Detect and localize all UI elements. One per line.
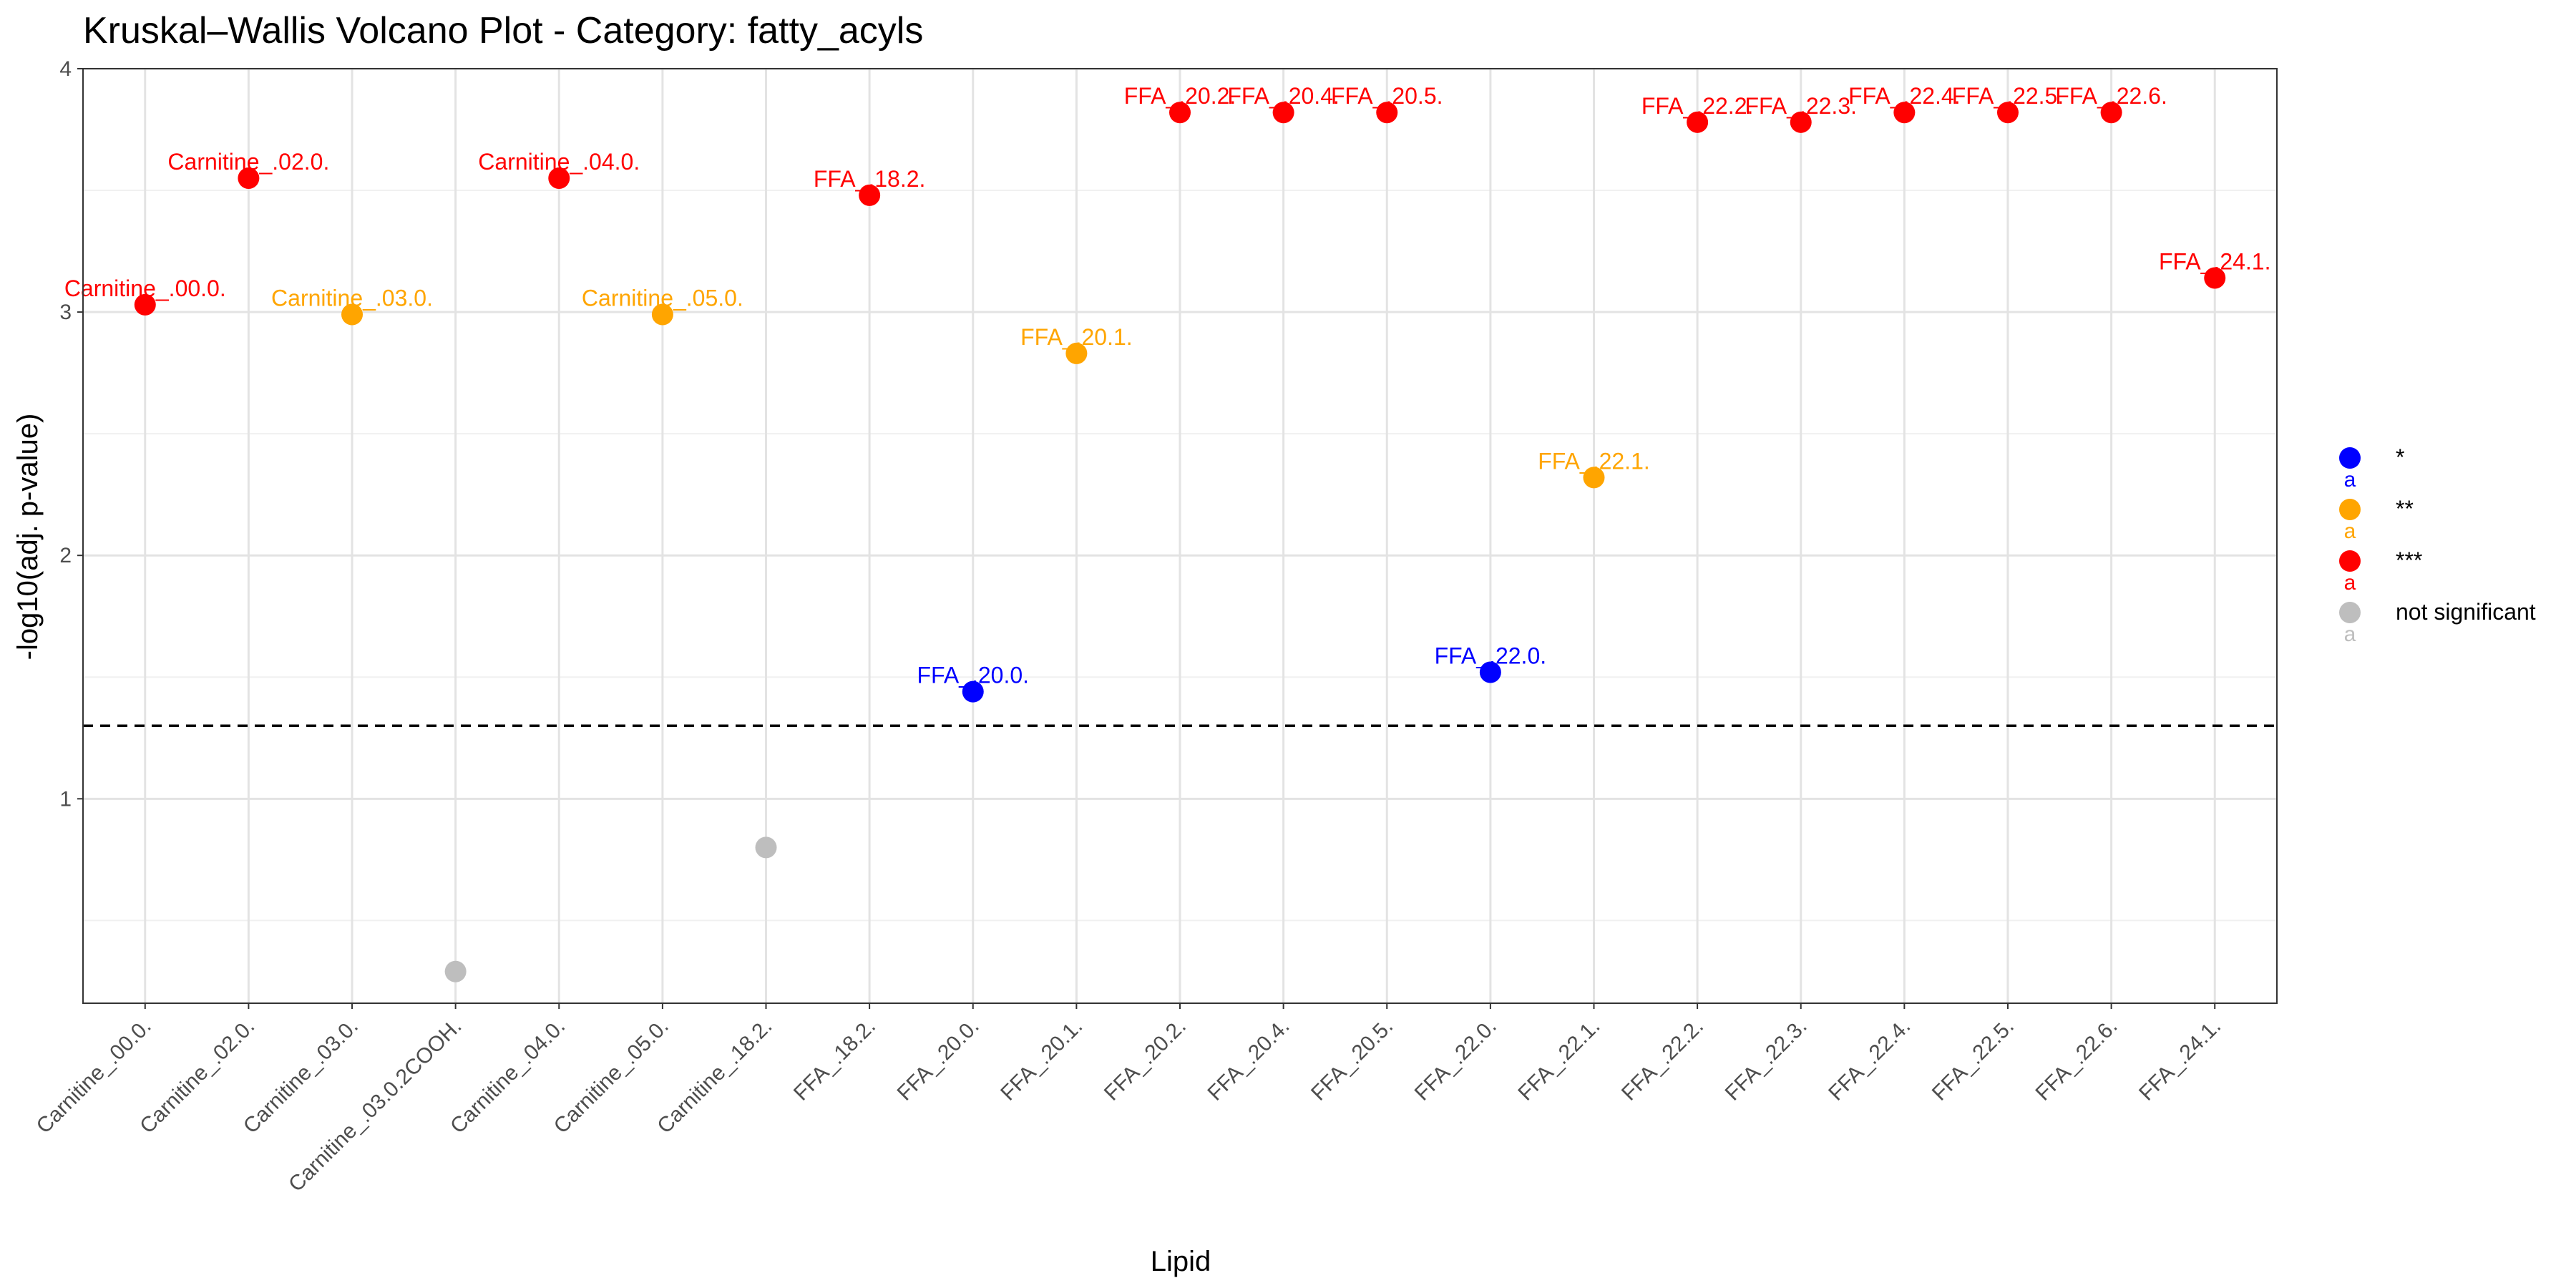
legend-key-point	[2339, 550, 2361, 572]
data-point	[341, 303, 364, 326]
data-point	[1169, 102, 1191, 124]
data-point-label: FFA_.20.1.	[1020, 324, 1133, 350]
data-point-label: Carnitine_.03.0.	[271, 286, 433, 311]
legend-key-text: a	[2344, 468, 2356, 492]
data-point	[755, 836, 777, 859]
data-point-label: FFA_.22.2.	[1641, 93, 1754, 119]
data-point	[134, 293, 156, 316]
data-point	[444, 960, 467, 982]
data-point	[1583, 467, 1605, 489]
data-point-label: FFA_.22.6.	[2055, 83, 2167, 109]
legend-entry-label: not significant	[2396, 599, 2536, 625]
data-point	[859, 184, 881, 206]
data-point-label: FFA_.22.1.	[1538, 448, 1650, 474]
data-point	[548, 167, 570, 190]
data-point-label: FFA_.18.2.	[814, 166, 926, 192]
data-point-label: FFA_.22.0.	[1435, 643, 1547, 668]
data-point-label: Carnitine_.05.0.	[582, 286, 743, 311]
data-point	[2204, 267, 2226, 289]
legend-entry-label: *	[2396, 444, 2404, 470]
data-point-label: FFA_.22.3.	[1745, 93, 1857, 119]
data-point-label: FFA_.20.4.	[1227, 83, 1340, 109]
data-point-label: FFA_.20.2.	[1124, 83, 1236, 109]
data-point-label: FFA_.20.5.	[1331, 83, 1443, 109]
chart-title: Kruskal–Wallis Volcano Plot - Category: …	[83, 10, 923, 52]
data-point	[1376, 102, 1398, 124]
legend-entry-label: ***	[2396, 547, 2422, 573]
y-axis-title: -log10(adj. p-value)	[12, 414, 44, 660]
data-point	[1272, 102, 1294, 124]
data-point	[1996, 102, 2019, 124]
legend-entry-label: **	[2396, 496, 2414, 522]
data-point-label: Carnitine_.00.0.	[64, 275, 226, 301]
data-point-label: FFA_.22.5.	[1952, 83, 2064, 109]
legend-key-point	[2339, 602, 2361, 623]
legend: a * a ** a *** a not significant	[2339, 444, 2536, 646]
y-tick-label: 4	[59, 57, 72, 81]
legend-key-text: a	[2344, 519, 2356, 543]
legend-key-text: a	[2344, 623, 2356, 646]
legend-key-point	[2339, 499, 2361, 520]
data-point	[962, 680, 984, 703]
data-point-label: FFA_.20.0.	[917, 663, 1029, 688]
data-point-label: Carnitine_.02.0.	[167, 149, 329, 175]
x-axis-title: Lipid	[1151, 1246, 1211, 1277]
legend-key-point	[2339, 447, 2361, 469]
data-point	[1893, 102, 1916, 124]
data-point	[1065, 342, 1088, 364]
point-labels-layer: Carnitine_.00.0. Carnitine_.02.0. Carnitin…	[64, 83, 2271, 688]
y-tick-label: 3	[59, 301, 72, 324]
y-tick-label: 2	[59, 544, 72, 567]
y-tick-label: 1	[59, 787, 72, 811]
data-point	[1687, 111, 1709, 133]
y-axis: 1 2 3 4	[59, 57, 83, 811]
data-point-label: FFA_.22.4.	[1848, 83, 1961, 109]
points-layer	[134, 102, 2226, 982]
legend-key-text: a	[2344, 571, 2356, 595]
data-point-label: Carnitine_.04.0.	[478, 149, 640, 175]
data-point-label: FFA_.24.1.	[2159, 248, 2271, 274]
data-point	[1790, 111, 1812, 133]
data-point	[238, 167, 260, 190]
data-point	[651, 303, 673, 326]
data-point	[2100, 102, 2122, 124]
data-point	[1479, 661, 1501, 683]
